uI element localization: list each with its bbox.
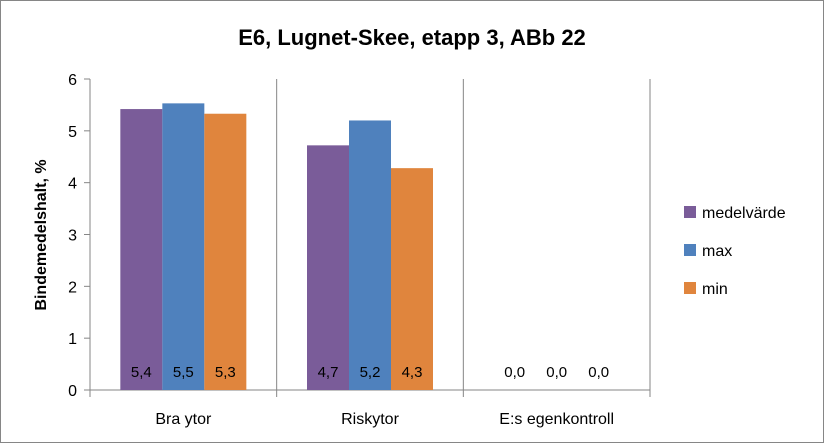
legend-swatch: [684, 206, 696, 218]
y-axis-label: Bindemedelshalt, %: [33, 159, 50, 310]
chart-title: E6, Lugnet-Skee, etapp 3, ABb 22: [238, 25, 586, 50]
legend: medelvärde max min: [684, 205, 786, 298]
data-label: 0,0: [504, 364, 525, 381]
data-label: 5,5: [173, 364, 194, 381]
data-label: 4,3: [402, 364, 423, 381]
data-label: 5,3: [215, 364, 236, 381]
data-label: 4,7: [318, 364, 339, 381]
bar: [307, 145, 349, 390]
y-tick-label: 1: [68, 331, 77, 348]
data-label: 0,0: [546, 364, 567, 381]
bar: [162, 103, 205, 390]
x-tick-label: Bra ytor: [155, 411, 212, 428]
legend-label: medelvärde: [702, 205, 786, 222]
legend-swatch: [684, 244, 696, 256]
bar: [391, 168, 433, 390]
y-tick-label: 0: [68, 383, 77, 400]
y-tick-label: 6: [68, 72, 77, 89]
bar: [349, 120, 391, 390]
legend-swatch: [684, 282, 696, 294]
x-tick-label: Riskytor: [341, 411, 399, 428]
y-tick-label: 3: [68, 228, 77, 245]
bar: [120, 109, 163, 391]
bar: [204, 113, 247, 390]
legend-label: min: [702, 281, 728, 298]
y-tick-label: 2: [68, 279, 77, 296]
x-tick-label: E:s egenkontroll: [499, 411, 614, 428]
y-tick-label: 4: [68, 176, 77, 193]
data-label: 0,0: [588, 364, 609, 381]
legend-label: max: [702, 243, 732, 260]
data-label: 5,4: [131, 364, 152, 381]
y-tick-label: 5: [68, 124, 77, 141]
data-label: 5,2: [360, 364, 381, 381]
plot-area: 0 1 2 3 4 5 6 5,4 5,5 5,3 Bra ytor 4,7 5,2 4,3 Riskyto…: [68, 72, 651, 428]
